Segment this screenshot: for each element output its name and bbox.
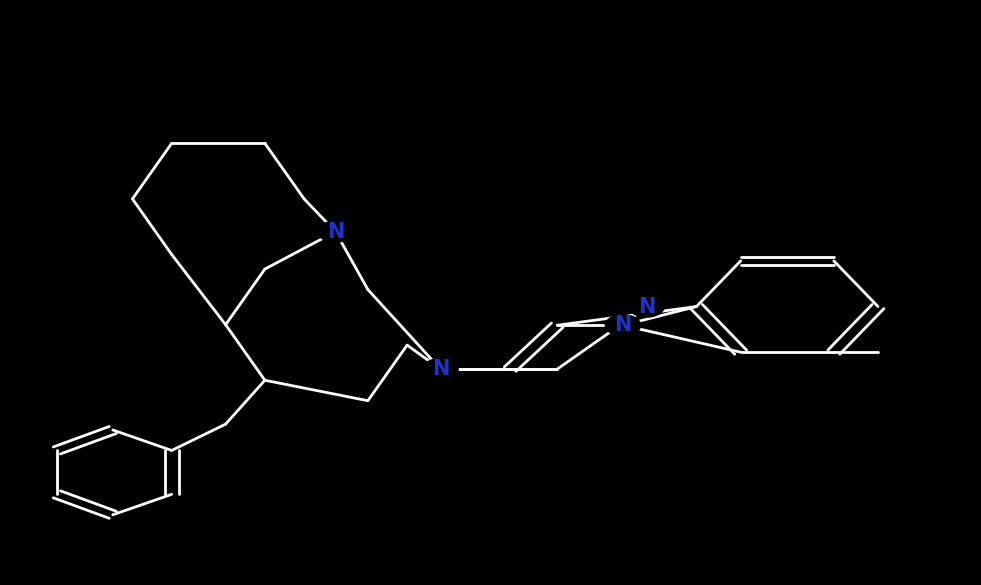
Circle shape <box>423 359 458 380</box>
Text: N: N <box>432 359 449 379</box>
Text: N: N <box>327 222 344 242</box>
Text: N: N <box>638 297 655 316</box>
Circle shape <box>605 315 641 336</box>
Circle shape <box>629 296 664 317</box>
Text: N: N <box>614 315 632 335</box>
Circle shape <box>318 221 353 242</box>
